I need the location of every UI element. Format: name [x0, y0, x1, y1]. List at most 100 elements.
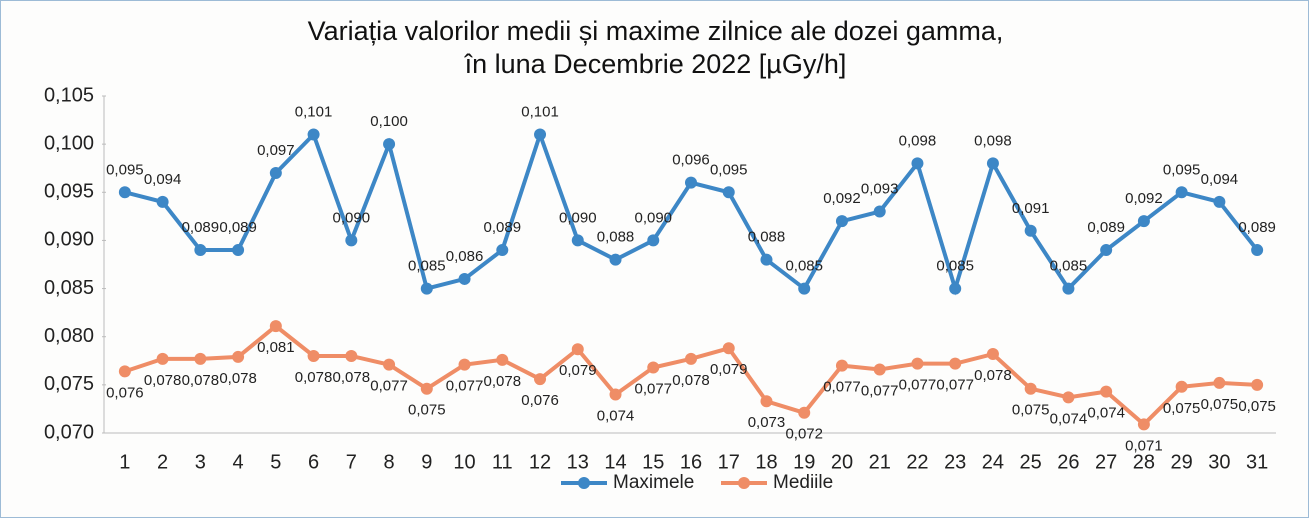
- data-point: [949, 357, 962, 370]
- data-label: 0,075: [1012, 402, 1050, 419]
- data-label: 0,098: [974, 132, 1012, 149]
- data-point: [1251, 244, 1264, 257]
- data-label: 0,078: [484, 373, 522, 390]
- data-label: 0,085: [1050, 258, 1088, 275]
- data-point: [1024, 382, 1037, 395]
- x-tick-label: 11: [492, 451, 513, 473]
- data-point: [534, 128, 547, 141]
- data-label: 0,081: [257, 339, 295, 356]
- data-label: 0,095: [1163, 161, 1201, 178]
- data-label: 0,077: [823, 379, 861, 396]
- data-point: [571, 234, 584, 247]
- y-tick-label: 0,090: [44, 229, 94, 251]
- data-point: [1251, 378, 1264, 391]
- data-label: 0,095: [710, 161, 748, 178]
- x-tick-label: 27: [1095, 451, 1117, 473]
- data-point: [1062, 282, 1075, 295]
- data-label: 0,075: [1201, 396, 1239, 413]
- data-point: [760, 253, 773, 266]
- data-label: 0,094: [1201, 171, 1239, 188]
- data-label: 0,101: [521, 103, 559, 120]
- data-point: [496, 244, 509, 257]
- data-point: [571, 343, 584, 356]
- y-tick-label: 0,105: [44, 84, 94, 106]
- data-label: 0,091: [1012, 200, 1050, 217]
- data-point: [609, 388, 622, 401]
- data-label: 0,073: [748, 414, 786, 431]
- data-label: 0,086: [446, 248, 484, 265]
- x-tick-label: 18: [755, 451, 777, 473]
- data-point: [685, 352, 697, 365]
- data-label: 0,074: [1087, 405, 1125, 422]
- x-tick-label: 5: [270, 451, 281, 473]
- data-label: 0,088: [597, 229, 635, 246]
- data-point: [383, 138, 396, 151]
- legend-marker: [738, 477, 750, 489]
- data-point: [798, 406, 811, 419]
- data-label: 0,075: [1238, 398, 1276, 415]
- data-label: 0,078: [144, 372, 182, 389]
- data-point: [420, 382, 433, 395]
- data-point: [420, 282, 433, 295]
- data-point: [232, 244, 245, 257]
- x-tick-label: 13: [567, 451, 589, 473]
- data-point: [647, 361, 660, 374]
- data-label: 0,074: [1050, 410, 1088, 427]
- data-label: 0,078: [182, 372, 220, 389]
- data-label: 0,076: [106, 384, 144, 401]
- data-label: 0,092: [823, 190, 861, 207]
- data-point: [307, 349, 320, 362]
- data-point: [1024, 224, 1037, 237]
- data-label: 0,094: [144, 171, 182, 188]
- data-label: 0,077: [634, 380, 672, 397]
- x-tick-label: 6: [308, 451, 319, 473]
- data-label: 0,090: [333, 209, 371, 226]
- data-label: 0,085: [785, 258, 823, 275]
- data-label: 0,088: [748, 229, 786, 246]
- data-label: 0,098: [899, 132, 937, 149]
- data-point: [1213, 376, 1226, 389]
- data-point: [722, 186, 735, 199]
- x-tick-label: 8: [384, 451, 395, 473]
- data-label: 0,077: [446, 378, 484, 395]
- data-point: [835, 359, 848, 372]
- data-point: [647, 234, 660, 247]
- y-tick-label: 0,100: [44, 132, 94, 154]
- data-point: [911, 157, 924, 170]
- x-tick-label: 16: [680, 451, 702, 473]
- x-tick-label: 12: [529, 451, 551, 473]
- data-point: [496, 353, 509, 366]
- data-label: 0,077: [861, 382, 899, 399]
- data-label: 0,075: [1163, 400, 1201, 417]
- data-label: 0,085: [936, 258, 974, 275]
- data-label: 0,100: [370, 113, 408, 130]
- x-tick-label: 3: [195, 451, 206, 473]
- data-point: [1062, 391, 1075, 404]
- data-point: [1175, 186, 1188, 199]
- x-tick-label: 25: [1020, 451, 1042, 473]
- x-tick-label: 1: [119, 451, 130, 473]
- y-tick-label: 0,075: [44, 373, 94, 395]
- data-label: 0,078: [219, 370, 257, 387]
- x-tick-label: 23: [944, 451, 966, 473]
- x-tick-label: 30: [1208, 451, 1230, 473]
- data-point: [986, 157, 999, 170]
- x-tick-label: 2: [157, 451, 168, 473]
- data-point: [307, 128, 320, 141]
- data-point: [685, 176, 697, 189]
- data-point: [1100, 385, 1113, 398]
- x-tick-label: 31: [1246, 451, 1268, 473]
- data-point: [345, 234, 358, 247]
- x-tick-label: 22: [906, 451, 928, 473]
- x-tick-label: 24: [982, 451, 1004, 473]
- data-point: [269, 167, 282, 180]
- legend-label: Mediile: [773, 472, 833, 493]
- data-point: [798, 282, 811, 295]
- data-point: [1137, 418, 1150, 431]
- data-label: 0,077: [936, 377, 974, 394]
- data-point: [458, 358, 471, 371]
- data-label: 0,101: [295, 103, 333, 120]
- x-tick-label: 15: [642, 451, 664, 473]
